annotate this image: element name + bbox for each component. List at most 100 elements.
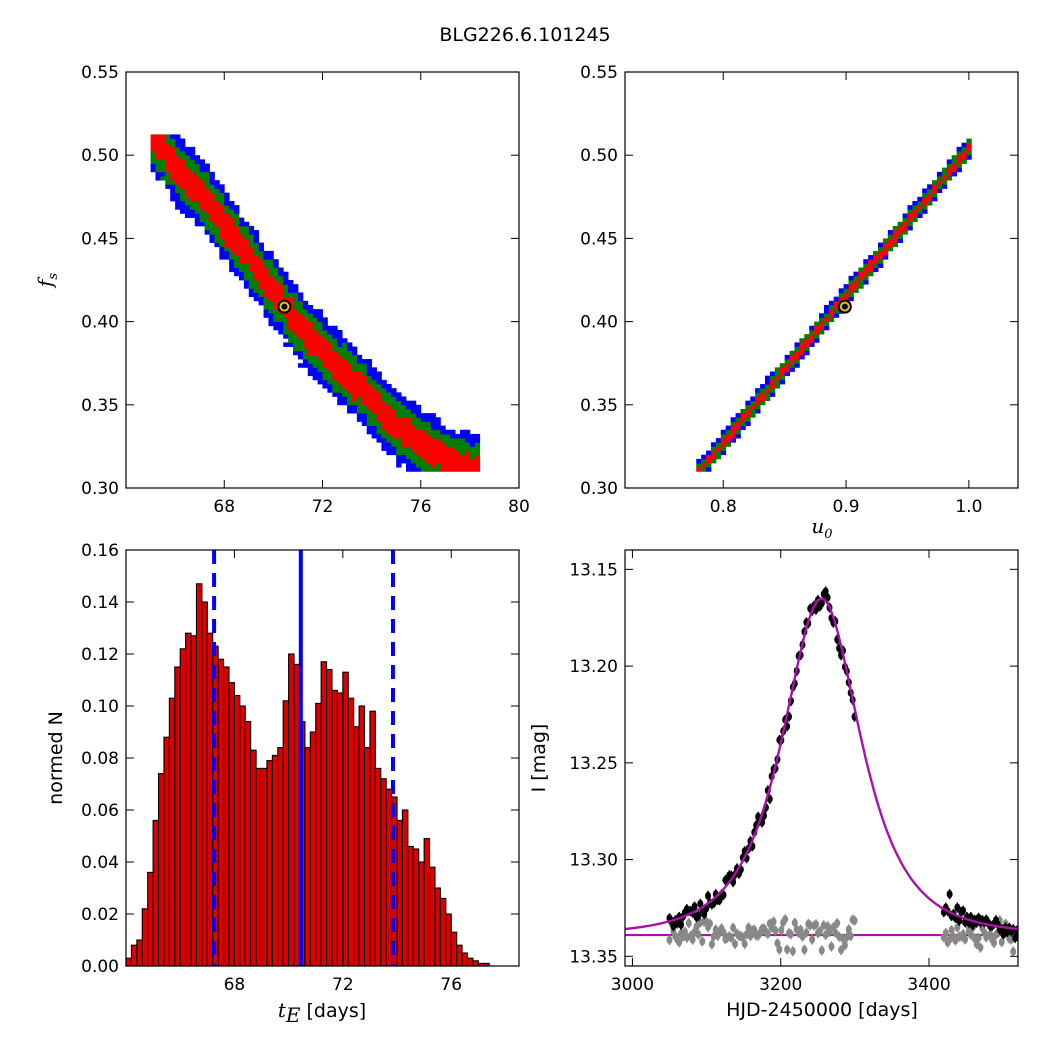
posterior-cell xyxy=(932,188,938,194)
residual-point xyxy=(789,947,796,956)
posterior-cell xyxy=(180,196,186,202)
posterior-cell xyxy=(868,263,874,268)
posterior-cell xyxy=(799,346,805,352)
posterior-cell xyxy=(327,334,333,339)
posterior-cell xyxy=(351,375,358,381)
posterior-cell xyxy=(307,367,314,372)
posterior-cell xyxy=(342,338,348,343)
posterior-cell xyxy=(755,392,761,397)
posterior-cell xyxy=(180,167,186,173)
histogram-bar xyxy=(244,721,252,967)
posterior-cell xyxy=(224,225,230,231)
posterior-cell xyxy=(435,450,441,456)
posterior-cell xyxy=(755,408,761,414)
posterior-cell xyxy=(430,450,436,456)
posterior-cell xyxy=(165,180,171,185)
posterior-cell xyxy=(371,417,377,422)
posterior-cell xyxy=(204,167,210,173)
posterior-cell xyxy=(917,196,923,202)
posterior-cell xyxy=(243,238,250,243)
posterior-cell xyxy=(351,367,358,372)
posterior-cell xyxy=(381,408,387,414)
posterior-cell xyxy=(735,425,741,431)
posterior-cell xyxy=(293,300,299,306)
posterior-cell xyxy=(209,180,215,185)
posterior-cell xyxy=(184,192,191,198)
posterior-cell xyxy=(327,384,333,389)
posterior-cell xyxy=(366,429,373,435)
posterior-cell xyxy=(189,146,196,152)
posterior-cell xyxy=(420,417,427,422)
posterior-cell xyxy=(848,275,854,281)
best-fit-marker xyxy=(277,299,292,314)
posterior-cell xyxy=(278,329,284,335)
posterior-cell xyxy=(307,304,314,310)
posterior-cell xyxy=(283,342,289,347)
posterior-cell xyxy=(410,433,417,439)
posterior-cell xyxy=(415,467,422,472)
posterior-cell xyxy=(170,167,176,173)
posterior-cell xyxy=(410,408,417,414)
posterior-cell xyxy=(150,142,156,148)
posterior-cell xyxy=(268,288,274,293)
posterior-cell xyxy=(396,417,402,422)
posterior-cell xyxy=(150,159,156,164)
posterior-cell xyxy=(160,171,166,177)
posterior-cell xyxy=(263,309,269,314)
posterior-cell xyxy=(401,413,407,418)
posterior-cell xyxy=(234,242,240,248)
posterior-cell xyxy=(248,225,255,231)
posterior-cell xyxy=(455,450,461,456)
posterior-cell xyxy=(376,371,382,377)
histogram-bar xyxy=(423,838,431,967)
histogram-bar xyxy=(326,669,333,967)
posterior-cell xyxy=(351,363,358,368)
residual-point xyxy=(962,935,969,944)
posterior-cell xyxy=(464,463,471,468)
posterior-cell xyxy=(229,200,235,206)
posterior-cell xyxy=(288,284,294,289)
posterior-cell xyxy=(214,217,220,223)
posterior-cell xyxy=(332,342,338,347)
posterior-cell xyxy=(356,417,363,422)
posterior-cell xyxy=(322,334,328,339)
histogram-bar xyxy=(320,661,328,967)
posterior-cell xyxy=(332,359,338,364)
posterior-cell xyxy=(376,425,382,431)
posterior-cell xyxy=(293,325,299,331)
posterior-cell xyxy=(415,442,422,447)
posterior-cell xyxy=(415,417,422,422)
posterior-cell xyxy=(312,359,318,364)
plot-frame xyxy=(624,71,1019,489)
posterior-cell xyxy=(823,325,830,331)
posterior-cell xyxy=(853,280,859,285)
posterior-cell xyxy=(396,429,402,435)
y-tick-label: 0.16 xyxy=(81,541,119,561)
posterior-cell xyxy=(420,429,427,435)
posterior-cell xyxy=(706,467,712,472)
posterior-cell xyxy=(175,192,181,198)
y-tick-label: 13.35 xyxy=(569,947,618,967)
posterior-cell xyxy=(302,304,309,310)
histogram-bar xyxy=(439,897,447,967)
posterior-cell xyxy=(258,288,264,293)
data-point xyxy=(1012,933,1018,942)
posterior-cell xyxy=(435,417,441,422)
posterior-cell xyxy=(386,429,392,435)
posterior-cell xyxy=(420,413,427,418)
posterior-cell xyxy=(406,458,412,464)
posterior-cell xyxy=(907,205,913,210)
panel-light-curve: 3000 3200 3400 13.15 13.20 13.25 13.30 13.35 I … xyxy=(528,549,1019,1021)
posterior-cell xyxy=(253,242,260,248)
posterior-cell xyxy=(789,350,795,356)
posterior-cell xyxy=(882,238,889,243)
posterior-cell xyxy=(234,230,240,235)
posterior-cell xyxy=(199,180,205,185)
posterior-cell xyxy=(342,354,348,360)
posterior-cell xyxy=(165,151,171,156)
posterior-cell xyxy=(469,450,476,456)
posterior-cell xyxy=(155,163,161,169)
posterior-cell xyxy=(873,250,879,256)
posterior-cell xyxy=(238,255,245,260)
posterior-cell xyxy=(342,350,348,356)
